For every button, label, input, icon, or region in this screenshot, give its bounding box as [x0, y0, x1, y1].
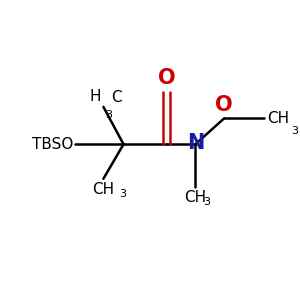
Text: 3: 3	[203, 197, 211, 207]
Text: CH: CH	[267, 111, 290, 126]
Text: N: N	[187, 133, 204, 153]
Text: O: O	[158, 68, 176, 88]
Text: CH: CH	[184, 190, 206, 205]
Text: CH: CH	[92, 182, 115, 196]
Text: C: C	[112, 90, 122, 105]
Text: O: O	[215, 95, 233, 116]
Text: H: H	[89, 89, 100, 104]
Text: 3: 3	[291, 126, 298, 136]
Text: TBSO: TBSO	[32, 137, 73, 152]
Text: 3: 3	[119, 189, 126, 199]
Text: 3: 3	[105, 110, 112, 120]
